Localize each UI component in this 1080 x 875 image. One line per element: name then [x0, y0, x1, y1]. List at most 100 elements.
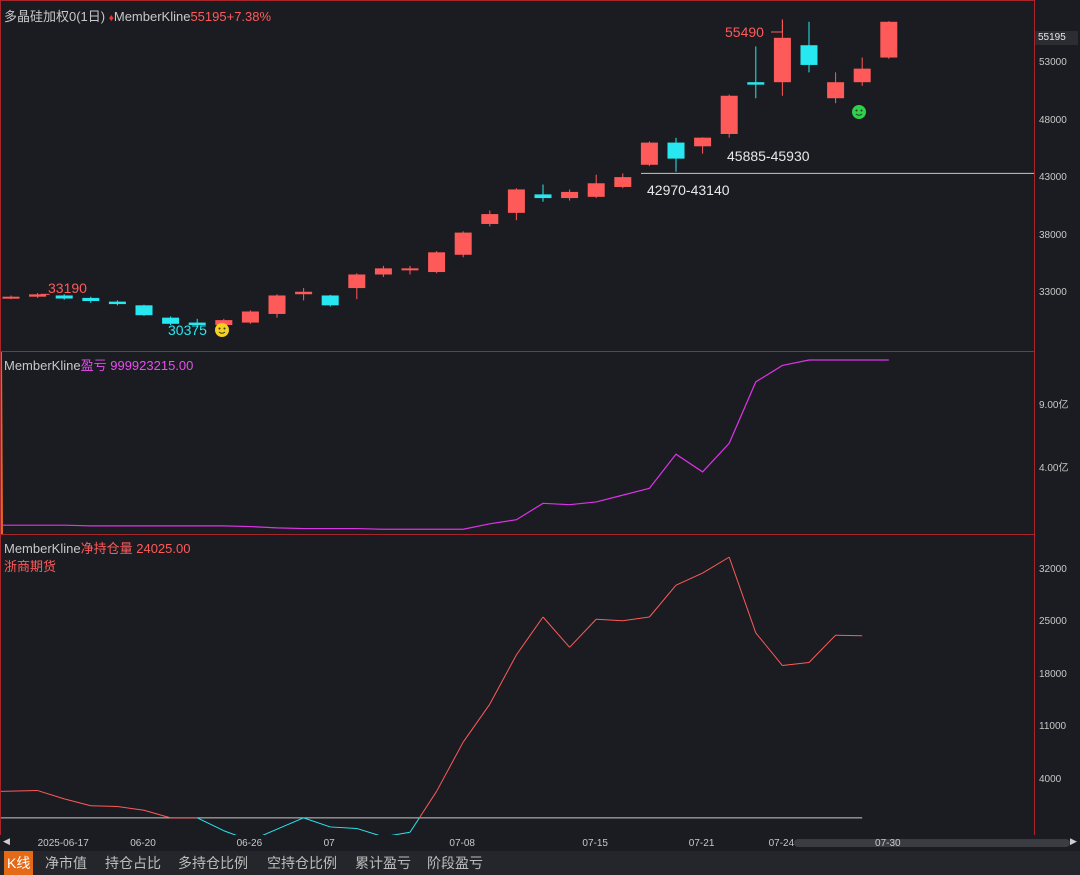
- tab-net-value[interactable]: 净市值: [45, 855, 87, 871]
- broker-name: 浙商期货: [4, 559, 57, 574]
- candle-body: [454, 232, 472, 255]
- position-segment: [755, 632, 783, 666]
- x-tick-label: 07-15: [582, 838, 608, 849]
- pnl-panel[interactable]: MemberKline盈亏 999923215.00: [0, 351, 1035, 535]
- candle-body: [773, 37, 791, 83]
- y-tick: 25000: [1039, 616, 1067, 627]
- candle-body: [534, 194, 552, 199]
- kline-title: 多晶硅加权0(1日) ♦MemberKline55195+7.38%: [4, 6, 271, 25]
- position-segment: [330, 826, 357, 829]
- candle-body: [428, 252, 446, 273]
- candle-body: [481, 214, 499, 224]
- position-segment: [835, 634, 863, 637]
- position-segment: [782, 661, 810, 667]
- pnl-metric: 盈亏: [80, 358, 107, 373]
- candle-body: [880, 21, 898, 58]
- x-tick-label: 06-26: [236, 838, 263, 849]
- position-segment: [90, 805, 118, 807]
- tab-short-ratio[interactable]: 空持仓比例: [267, 855, 337, 871]
- y-tick: 18000: [1039, 669, 1067, 680]
- y-tick: 48000: [1039, 115, 1067, 126]
- y-tick: 33000: [1039, 287, 1067, 298]
- candle-body: [135, 305, 153, 316]
- candle-body: [720, 95, 738, 134]
- scrollbar-thumb[interactable]: [794, 839, 1070, 847]
- tab-period-pnl[interactable]: 阶段盈亏: [427, 855, 483, 871]
- kline-chart[interactable]: 33190 30375 42970-43140 45885-45930 55490: [1, 1, 1034, 351]
- pnl-chart[interactable]: [1, 352, 1034, 534]
- instrument-name: 多晶硅加权0(1日): [4, 9, 106, 24]
- pnl-y-axis: 9.00亿 4.00亿: [1035, 351, 1080, 535]
- position-segment: [436, 741, 464, 792]
- position-segment: [276, 817, 304, 830]
- candle-body: [188, 322, 206, 326]
- x-tick-label: 07: [323, 838, 335, 849]
- member-label: MemberKline: [4, 358, 81, 373]
- position-segment: [515, 616, 544, 656]
- scroll-left-icon[interactable]: ◀: [3, 836, 10, 846]
- position-segment: [622, 616, 650, 622]
- y-tick: 4.00亿: [1039, 463, 1069, 474]
- x-tick-label: 07-21: [688, 838, 715, 849]
- pnl-value: 999923215.00: [110, 358, 194, 373]
- smiley-yellow-icon-eye: [218, 327, 221, 330]
- kline-panel[interactable]: 33190 30375 42970-43140 45885-45930 55490 多晶…: [0, 0, 1035, 352]
- position-segment: [596, 618, 623, 622]
- candle-body: [2, 296, 20, 299]
- position-segment: [1, 790, 38, 792]
- position-segment: [196, 817, 225, 832]
- candle-body: [374, 268, 392, 275]
- annotation-low-left: 30375: [168, 322, 207, 338]
- candle-body: [614, 177, 632, 187]
- x-tick-label: 07-30: [875, 838, 901, 849]
- tab-cumulative-pnl[interactable]: 累计盈亏: [355, 855, 411, 871]
- position-chart[interactable]: [1, 535, 1034, 835]
- candle-body: [747, 82, 765, 85]
- candle-body: [215, 320, 233, 326]
- position-segment: [649, 584, 677, 618]
- candle-body: [348, 274, 366, 289]
- annotation-high-right: 55490: [725, 24, 764, 40]
- smiley-green-icon-face: [852, 105, 866, 119]
- position-segment: [409, 817, 420, 833]
- tab-long-ratio[interactable]: 多持仓比例: [178, 855, 248, 871]
- position-segment: [262, 828, 278, 835]
- smiley-yellow-icon: [215, 323, 229, 337]
- x-axis: ◀ ▶ 2025-06-17 06-20 06-26 07 07-08 07-15 07-2…: [0, 835, 1080, 851]
- member-label: MemberKline: [4, 541, 81, 556]
- position-segment: [356, 827, 380, 835]
- candle-body: [401, 268, 419, 271]
- candle-body: [694, 137, 712, 147]
- position-segment: [702, 556, 730, 574]
- candle-body: [82, 297, 100, 302]
- position-segment: [675, 572, 703, 586]
- position-segment: [223, 830, 237, 835]
- candle-body: [587, 183, 605, 197]
- y-tick: 4000: [1039, 774, 1062, 785]
- candle-body: [268, 295, 286, 314]
- x-tick-label: 07-24: [768, 838, 795, 849]
- candle-body: [561, 191, 579, 199]
- position-panel[interactable]: MemberKline净持仓量 24025.00 浙商期货: [0, 534, 1035, 836]
- y-tick: 32000: [1039, 564, 1067, 575]
- y-tick: 53000: [1039, 57, 1067, 68]
- diamond-icon: ♦: [108, 13, 114, 24]
- kline-y-axis: 53000 48000 43000 38000 33000: [1035, 0, 1080, 352]
- y-tick: 38000: [1039, 230, 1067, 241]
- position-segment: [117, 805, 145, 811]
- x-tick-label: 06-20: [130, 838, 156, 849]
- tab-kline[interactable]: K线: [4, 851, 34, 875]
- tab-position-share[interactable]: 持仓占比: [105, 855, 161, 871]
- candle-body: [321, 295, 339, 306]
- annotation-range-1: 42970-43140: [647, 182, 730, 198]
- pnl-left-marker: [1, 352, 3, 534]
- position-segment: [303, 817, 331, 828]
- scroll-right-icon[interactable]: ▶: [1070, 836, 1077, 846]
- tab-bar: K线 净市值 持仓占比 多持仓比例 空持仓比例 累计盈亏 阶段盈亏: [0, 851, 1080, 875]
- smiley-yellow-icon-eye: [223, 327, 226, 330]
- position-y-axis: 32000 25000 18000 11000 4000: [1035, 534, 1080, 836]
- candle-body: [108, 301, 126, 305]
- position-segment: [390, 831, 411, 835]
- candle-body: [827, 82, 845, 99]
